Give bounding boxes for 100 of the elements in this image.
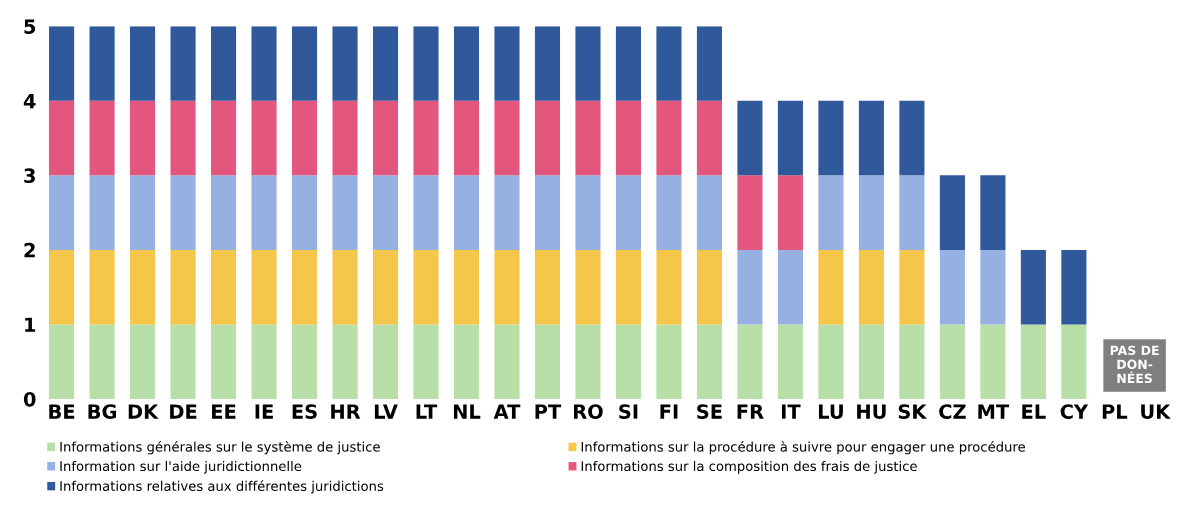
bar (332, 100, 358, 176)
bar (251, 175, 277, 250)
bar (534, 175, 561, 250)
legend-label: Informations sur la procédure à suivre pour engager une procédure (581, 441, 1025, 455)
bar (696, 324, 722, 399)
bar (49, 175, 75, 250)
bar (210, 175, 237, 250)
bar (413, 324, 439, 399)
bar (575, 175, 601, 250)
bar (737, 249, 763, 325)
x-tick-label: RO (574, 404, 603, 419)
bar (777, 324, 803, 399)
bar (696, 175, 722, 250)
bar (696, 249, 722, 325)
x-tick-label: SI (619, 404, 638, 419)
bar (858, 324, 884, 399)
bar (575, 249, 601, 325)
bar (575, 26, 601, 101)
y-tick-label: 4 (23, 94, 36, 109)
bar (210, 26, 237, 101)
bar (372, 175, 399, 250)
x-tick-label: DK (128, 404, 159, 419)
bar (899, 249, 925, 325)
bar (413, 175, 439, 250)
x-tick-label: LU (818, 404, 843, 419)
bar (1020, 324, 1046, 399)
bar (737, 324, 763, 399)
bar (170, 26, 196, 101)
bar (130, 175, 156, 250)
bar (453, 100, 480, 176)
bar (251, 324, 277, 399)
bar (170, 324, 196, 399)
bar (453, 249, 480, 325)
x-tick-label: CZ (939, 404, 966, 419)
bar (130, 324, 156, 399)
bar (130, 249, 156, 325)
x-tick-label: IE (255, 404, 273, 419)
bar (251, 26, 277, 101)
bar (494, 249, 520, 325)
bar (1020, 249, 1046, 325)
x-tick-label: EE (212, 404, 236, 419)
bar (696, 100, 722, 176)
bar (372, 249, 399, 325)
x-tick-label: BE (49, 404, 75, 419)
x-tick-label: NL (453, 404, 481, 419)
bar (89, 324, 115, 399)
legend-label: Informations sur la composition des frais de justice (581, 460, 917, 474)
bar (575, 100, 601, 176)
x-tick-label: FI (660, 404, 678, 419)
bar (49, 249, 75, 325)
bar (89, 26, 115, 101)
bar (615, 26, 642, 101)
bar (534, 100, 561, 176)
bar (656, 100, 682, 176)
x-tick-label: PT (535, 404, 562, 419)
bar (291, 249, 318, 325)
x-tick-label: HR (331, 404, 361, 419)
bar (858, 100, 884, 176)
bar (89, 100, 115, 176)
bar (130, 100, 156, 176)
bar (939, 324, 965, 399)
x-tick-label: SK (898, 404, 928, 419)
bar (251, 100, 277, 176)
bar (777, 175, 803, 250)
bar (534, 249, 561, 325)
bar (737, 175, 763, 250)
bar (899, 100, 925, 176)
bar (453, 175, 480, 250)
bar (615, 249, 642, 325)
bar (210, 100, 237, 176)
x-tick-label: LV (374, 404, 398, 419)
bar (372, 324, 399, 399)
bar (818, 324, 844, 399)
bar (170, 100, 196, 176)
bar (210, 324, 237, 399)
bar (332, 324, 358, 399)
bar (413, 100, 439, 176)
bar (494, 26, 520, 101)
bar (291, 175, 318, 250)
bar (615, 100, 642, 176)
bar (49, 26, 75, 101)
x-tick-label: FR (737, 404, 764, 419)
y-tick-label: 5 (24, 19, 36, 34)
bar (494, 100, 520, 176)
annotation: PAS DE DON- NÉES (1110, 345, 1159, 384)
bar (130, 26, 156, 101)
bar (980, 249, 1006, 325)
bar (89, 175, 115, 250)
bar (534, 26, 561, 101)
bar (251, 249, 277, 325)
x-tick-label: MT (978, 404, 1010, 419)
bar (575, 324, 601, 399)
bar (1061, 324, 1087, 399)
x-tick-label: EL (1022, 404, 1046, 419)
bar (534, 324, 561, 399)
legend-label: Information sur l'aide juridictionnelle (60, 460, 302, 474)
x-tick-label: DE (170, 404, 197, 419)
bar (291, 100, 318, 176)
bar (615, 175, 642, 250)
bar (899, 175, 925, 250)
